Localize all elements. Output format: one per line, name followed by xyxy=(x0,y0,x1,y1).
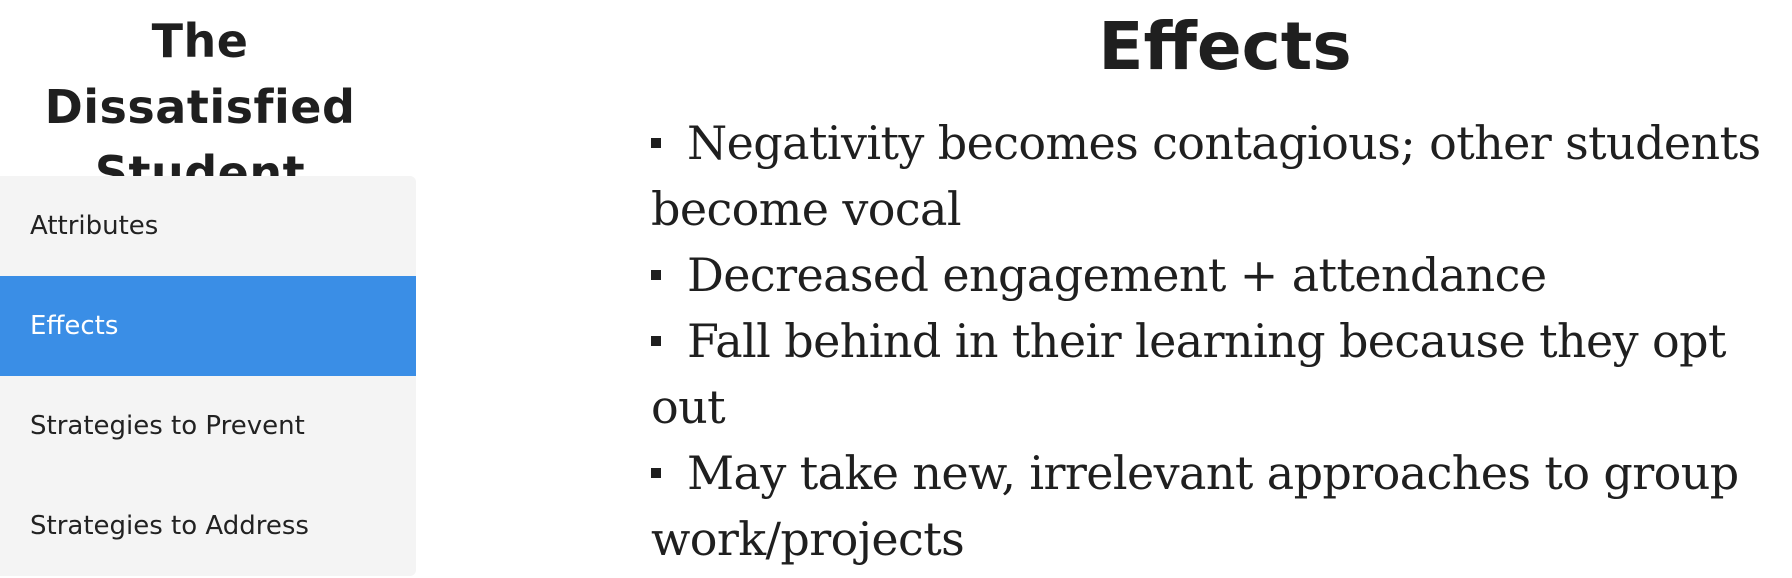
main-content: Effects Negativity becomes contagious; o… xyxy=(640,0,1780,578)
bullet-item: May take new, irrelevant approaches to g… xyxy=(651,440,1781,572)
square-bullet-icon xyxy=(651,468,661,478)
sidebar: The Dissatisfied Student Attributes Effe… xyxy=(0,0,416,578)
square-bullet-icon xyxy=(651,336,661,346)
bullet-item: Negativity becomes contagious; other stu… xyxy=(651,110,1781,242)
sidebar-item-effects[interactable]: Effects xyxy=(0,276,416,376)
bullet-text: May take new, irrelevant approaches to g… xyxy=(651,446,1739,566)
bullet-list: Negativity becomes contagious; other stu… xyxy=(651,110,1781,572)
sidebar-item-attributes[interactable]: Attributes xyxy=(30,211,159,241)
sidebar-nav: Attributes Effects Strategies to Prevent… xyxy=(0,176,416,576)
square-bullet-icon xyxy=(651,270,661,280)
bullet-text: Negativity becomes contagious; other stu… xyxy=(651,116,1761,236)
bullet-text: Decreased engagement + attendance xyxy=(687,248,1547,302)
sidebar-item-strategies-to-address[interactable]: Strategies to Address xyxy=(30,511,309,541)
bullet-text: Fall behind in their learning because th… xyxy=(651,314,1726,434)
square-bullet-icon xyxy=(651,138,661,148)
page-title: Effects xyxy=(1098,8,1352,85)
bullet-item: Decreased engagement + attendance xyxy=(651,242,1781,308)
sidebar-item-strategies-to-prevent[interactable]: Strategies to Prevent xyxy=(30,411,305,441)
bullet-item: Fall behind in their learning because th… xyxy=(651,308,1781,440)
